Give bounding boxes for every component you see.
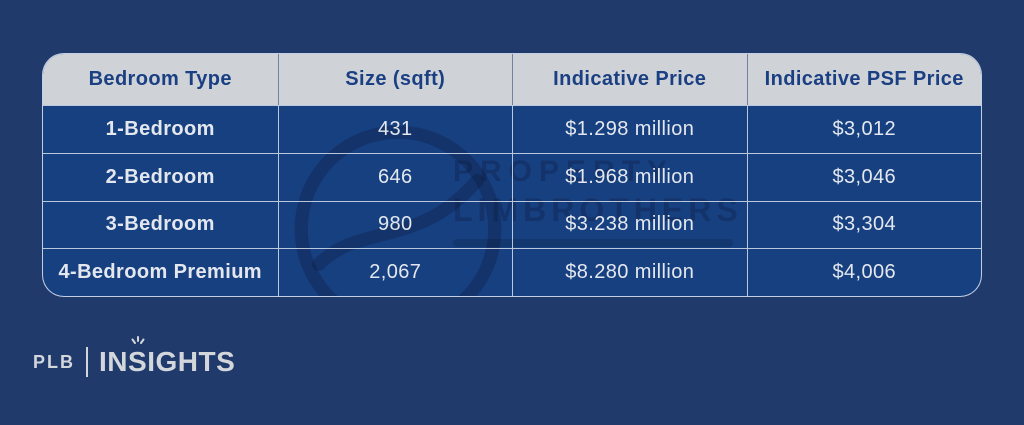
header-bedroom-type: Bedroom Type: [43, 54, 278, 105]
insights-s-with-bulb: S: [128, 336, 148, 378]
insights-s: S: [128, 346, 148, 377]
cell-indicative-price: $1.298 million: [512, 105, 747, 153]
logo-divider: [86, 347, 88, 377]
cell-size-sqft: 980: [277, 200, 512, 249]
cell-size-sqft: 2,067: [277, 248, 512, 296]
plb-insights-logo: PLB IN S IGHTS: [33, 336, 236, 383]
cell-size-sqft: 646: [277, 152, 512, 201]
cell-bedroom-type: 1-Bedroom: [43, 105, 278, 153]
cell-indicative-price: $8.280 million: [512, 248, 747, 296]
header-indicative-psf-price: Indicative PSF Price: [746, 54, 981, 105]
cell-indicative-price: $1.968 million: [512, 152, 747, 201]
cell-indicative-psf: $3,012: [746, 105, 981, 153]
cell-bedroom-type: 3-Bedroom: [43, 200, 278, 249]
pricing-table-card: PROPERTY LIMBROTHERS Bedroom Type Size (…: [42, 53, 982, 297]
cell-size-sqft: 431: [277, 105, 512, 153]
cell-indicative-psf: $4,006: [746, 248, 981, 296]
insights-wordmark: IN S IGHTS: [99, 336, 236, 378]
lightbulb-rays-icon: [130, 336, 146, 346]
insights-suffix: IGHTS: [147, 346, 236, 377]
cell-indicative-price: $3.238 million: [512, 200, 747, 249]
cell-bedroom-type: 4-Bedroom Premium: [43, 248, 278, 296]
header-size-sqft: Size (sqft): [277, 54, 512, 105]
cell-indicative-psf: $3,304: [746, 200, 981, 249]
cell-indicative-psf: $3,046: [746, 152, 981, 201]
pricing-table: Bedroom Type Size (sqft) Indicative Pric…: [43, 54, 981, 296]
plb-wordmark: PLB: [33, 351, 75, 372]
cell-bedroom-type: 2-Bedroom: [43, 152, 278, 201]
header-indicative-price: Indicative Price: [512, 54, 747, 105]
insights-prefix: IN: [99, 346, 128, 377]
